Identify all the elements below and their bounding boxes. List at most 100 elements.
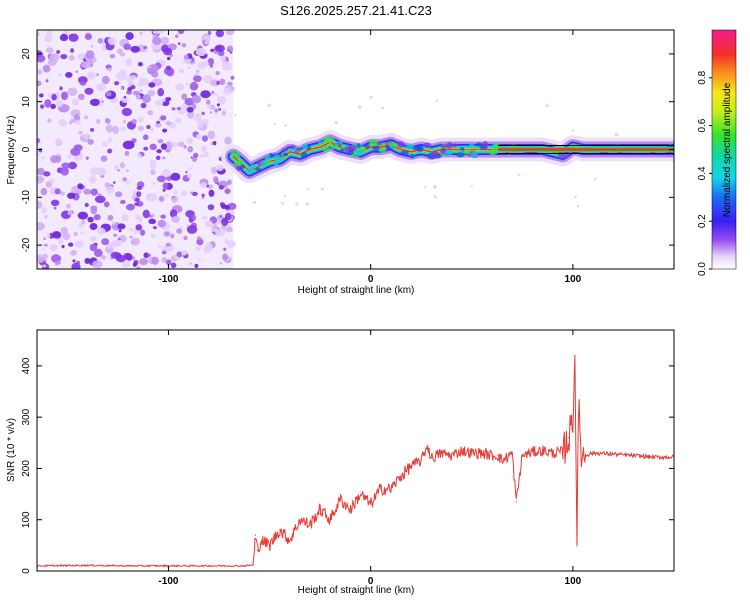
noise-blob [224,188,231,194]
noise-blob [139,89,143,92]
snr-point [562,451,564,453]
noise-blob [49,178,55,184]
noise-blob [177,30,185,35]
track-blob [557,151,564,158]
snr-y-label: SNR (10 * v/v) [6,418,17,482]
snr-point [491,455,493,457]
noise-blob [207,130,216,140]
noise-blob [181,190,188,197]
noise-blob [140,229,146,236]
noise-blob [191,191,198,196]
track-blob [246,167,255,174]
snr-point [254,534,256,536]
track-blob [456,152,465,158]
noise-blob [68,242,74,247]
noise-blob [224,238,229,244]
snr-point [279,529,281,531]
noise-blob [160,115,167,121]
track-blob [488,149,497,156]
noise-blob [110,251,121,259]
noise-blob [189,262,192,265]
noise-blob [113,233,118,238]
noise-blob [67,87,78,96]
noise-blob [179,226,183,229]
noise-blob [188,166,192,170]
track-blob [255,167,261,172]
noise-blob [202,60,209,68]
noise-blob [71,98,80,106]
noise-blob [154,122,162,128]
noise-blob [89,243,98,252]
noise-blob [105,124,114,133]
noise-blob [147,110,154,116]
noise-blob [195,245,202,252]
noise-blob [223,87,232,96]
noise-speck [574,195,577,199]
noise-blob [186,225,198,234]
noise-blob [155,155,161,161]
colorbar-tick-label: 0.2 [697,214,708,228]
snr-point [86,564,89,566]
noise-blob [164,231,170,237]
snr-point [632,455,635,457]
noise-blob [150,233,156,238]
noise-blob [130,75,137,81]
noise-blob [171,107,176,111]
snr-plot-area [37,355,674,568]
track-blob [260,160,267,168]
noise-blob [120,86,124,90]
noise-blob [87,216,94,223]
noise-blob [106,185,115,195]
noise-blob [43,171,51,177]
noise-blob [100,255,107,260]
snr-point [380,488,382,490]
noise-blob [100,155,108,162]
noise-blob [190,191,194,195]
snr-ytick-label: 0 [21,568,32,574]
noise-speck [306,187,310,191]
noise-blob [198,258,201,261]
snr-x-label: Height of straight line (km) [298,585,415,596]
noise-blob [114,191,123,198]
noise-blob [119,52,126,57]
noise-blob [196,238,204,246]
noise-blob [107,67,112,72]
noise-blob [78,130,83,135]
noise-blob [205,220,213,228]
snr-point [574,355,576,357]
noise-blob [193,75,202,83]
noise-blob [152,30,161,35]
noise-blob [84,202,89,208]
noise-blob [212,140,217,146]
noise-blob [171,196,178,203]
noise-blob [183,144,187,149]
noise-blob [165,140,173,150]
noise-blob [206,99,211,105]
noise-blob [94,248,103,258]
noise-blob [166,259,172,266]
noise-speck [320,187,325,191]
noise-blob [51,93,57,101]
noise-speck [295,202,299,206]
noise-blob [107,214,114,221]
noise-blob [84,115,89,120]
noise-blob [121,107,133,117]
noise-blob [81,61,91,69]
noise-blob [101,141,108,148]
noise-blob [134,202,139,206]
snr-point [497,455,499,457]
snr-point [309,524,311,526]
snr-point [471,452,473,454]
noise-blob [160,143,167,150]
noise-blob [37,254,46,263]
noise-blob [219,55,227,62]
track-blob [348,144,357,152]
noise-blob [70,249,77,256]
track-blob [250,163,258,169]
noise-blob [55,260,61,265]
noise-speck [593,177,597,181]
noise-blob [54,155,62,163]
noise-blob [221,110,227,116]
noise-blob [160,36,170,45]
